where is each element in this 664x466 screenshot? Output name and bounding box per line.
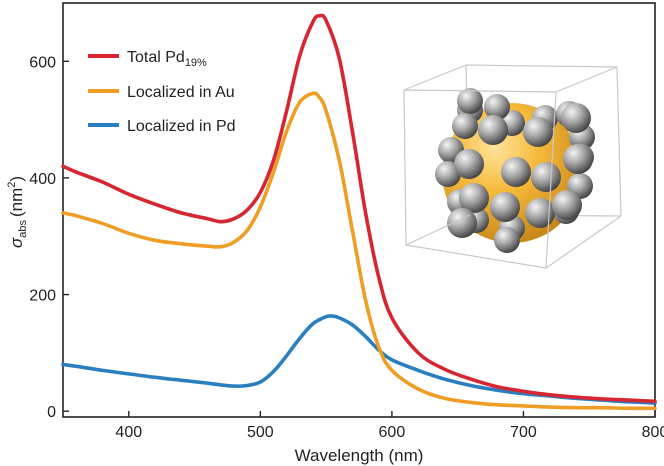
x-tick-label: 700 xyxy=(510,424,537,441)
x-tick-label: 400 xyxy=(115,424,142,441)
series-line-total-pd xyxy=(61,13,657,404)
pd-atom xyxy=(525,198,555,228)
plot-frame xyxy=(62,2,656,418)
pd-atom xyxy=(447,208,477,238)
x-tick-label: 500 xyxy=(247,424,274,441)
series-line-localized-au xyxy=(61,91,657,411)
pd-atom xyxy=(484,94,510,120)
x-axis-title: Wavelength (nm) xyxy=(295,446,424,465)
pd-atom xyxy=(459,183,489,213)
x-tick-label: 600 xyxy=(379,424,406,441)
x-tick-label: 800 xyxy=(642,424,664,441)
nanoparticle-icon xyxy=(403,64,622,269)
y-tick-label: 0 xyxy=(47,404,56,421)
y-axis-title: σabs (nm2) xyxy=(6,176,29,248)
legend-label-pd: Localized in Pd xyxy=(127,118,236,135)
legend-entry-total: Total Pd19% xyxy=(88,49,207,69)
y-axis-unit-prefix: (nm xyxy=(7,188,26,217)
inset-cube-front xyxy=(403,64,622,269)
legend-label-au: Localized in Au xyxy=(127,84,235,101)
y-tick-label: 200 xyxy=(29,288,56,305)
pd-atom xyxy=(457,88,483,114)
pd-atom xyxy=(494,227,520,253)
legend-entry-au: Localized in Au xyxy=(88,84,235,101)
pd-atom xyxy=(531,162,561,192)
y-axis-subscript: abs xyxy=(17,220,29,238)
pd-atom xyxy=(490,192,520,222)
pd-atom xyxy=(523,117,553,147)
pd-atom xyxy=(563,144,593,174)
series-line-localized-pd xyxy=(61,314,657,405)
y-axis-unit-suffix: ) xyxy=(7,176,26,182)
y-axis-unit-sup: 2 xyxy=(6,182,18,188)
legend-entry-pd: Localized in Pd xyxy=(88,118,236,135)
pd-atom xyxy=(501,157,531,187)
palladium-atoms xyxy=(435,88,595,253)
pd-atom xyxy=(478,115,508,145)
pd-atom xyxy=(452,113,478,139)
y-axis-symbol: σ xyxy=(7,237,26,248)
legend-label-total: Total Pd19% xyxy=(127,49,207,69)
pd-atom xyxy=(561,103,591,133)
series-lines xyxy=(61,13,657,411)
y-tick-label: 600 xyxy=(29,54,56,71)
axis-ticks: 400 500 600 700 800 0 200 400 600 xyxy=(29,54,664,441)
pd-atom xyxy=(454,149,484,179)
pd-atom xyxy=(552,190,582,220)
y-tick-label: 400 xyxy=(29,171,56,188)
svg-text:σabs(nm2): σabs (nm2) xyxy=(6,176,29,248)
legend: Total Pd19% Localized in Au Localized in… xyxy=(88,49,236,135)
